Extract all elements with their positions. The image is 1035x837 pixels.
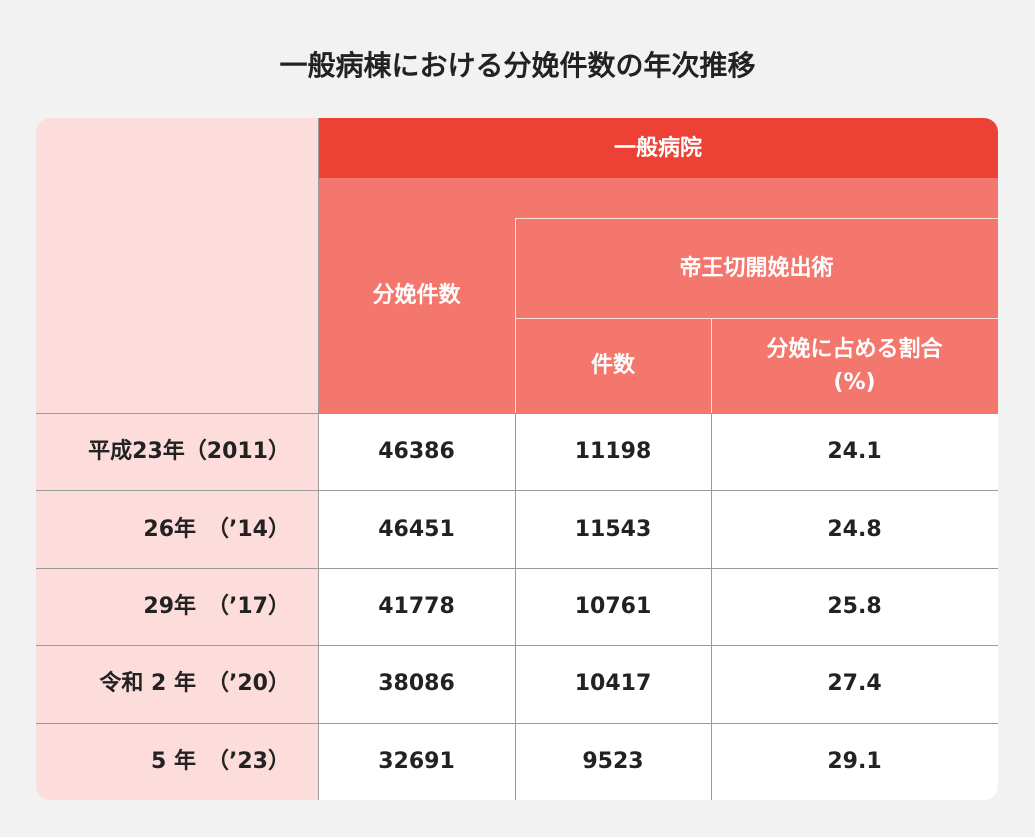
cell: 41778 — [378, 593, 455, 619]
row-label: 5 年 （’23） — [36, 722, 318, 800]
header-group: 一般病院 — [318, 118, 998, 178]
cell: 11543 — [574, 516, 652, 542]
row-label: 29年 （’17） — [36, 567, 318, 646]
row-line — [36, 567, 998, 569]
corner-cell — [36, 118, 318, 413]
cell: 46386 — [378, 439, 455, 465]
header-ratio: 分娩に占める割合 (%) — [711, 318, 998, 413]
cell: 29.1 — [827, 748, 882, 774]
col-line — [515, 413, 516, 800]
header-births: 分娩件数 — [318, 178, 515, 413]
cell: 10417 — [574, 671, 652, 697]
cell: 38086 — [378, 671, 455, 697]
col-line — [711, 413, 712, 800]
row-label: 令和 2 年 （’20） — [36, 645, 318, 723]
table: 一般病院 分娩件数 帝王切開娩出術 件数 分娩に占める割合 (%) 平成23年（… — [36, 118, 998, 800]
cell: 24.1 — [827, 439, 882, 465]
row-line — [36, 490, 998, 492]
header-count: 件数 — [515, 318, 711, 413]
row-line — [36, 722, 998, 724]
header-line — [515, 318, 998, 319]
row-line — [36, 413, 998, 414]
title: 一般病棟における分娩件数の年次推移 — [279, 49, 756, 82]
header-line — [515, 218, 998, 219]
cell: 46451 — [378, 516, 455, 542]
header-line — [711, 318, 712, 413]
cell: 27.4 — [827, 671, 882, 697]
cell: 9523 — [582, 748, 644, 774]
header-line — [515, 218, 516, 413]
row-line — [36, 645, 998, 647]
cell: 32691 — [378, 748, 455, 774]
row-label: 平成23年（2011） — [36, 413, 318, 491]
header-spacer — [515, 178, 998, 218]
header-subgroup: 帝王切開娩出術 — [515, 218, 998, 318]
cell: 24.8 — [827, 516, 882, 542]
cell: 11198 — [574, 439, 652, 465]
cell: 25.8 — [827, 593, 882, 619]
row-label: 26年 （’14） — [36, 490, 318, 568]
cell: 10761 — [574, 593, 652, 619]
col-line — [318, 118, 319, 800]
